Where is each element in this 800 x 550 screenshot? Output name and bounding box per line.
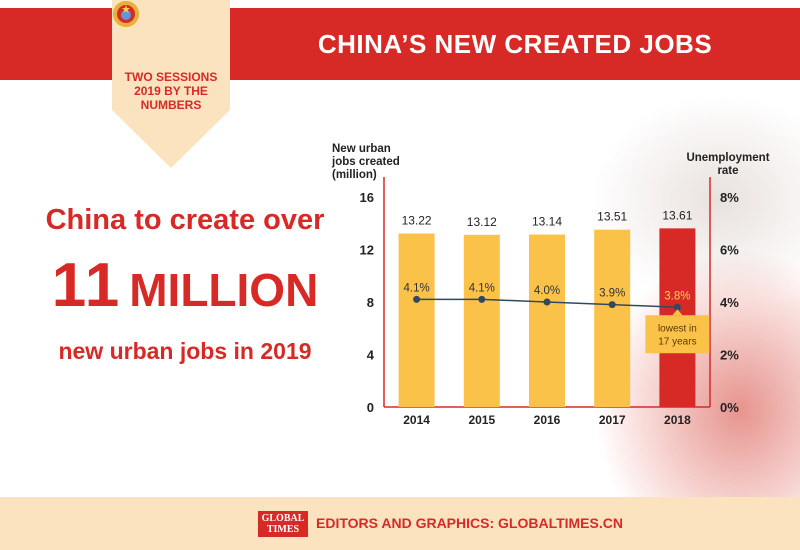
headline-line-1: China to create over xyxy=(45,204,325,236)
bar-2014 xyxy=(398,233,435,407)
two-sessions-badge: TWO SESSIONS 2019 BY THE NUMBERS xyxy=(112,0,230,168)
global-times-logo: GLOBAL TIMES xyxy=(258,511,308,537)
logo-line-1: GLOBAL xyxy=(261,513,305,524)
unemployment-point-2017 xyxy=(608,301,616,309)
badge-line-1: TWO SESSIONS xyxy=(124,70,218,84)
bar-value-label: 13.61 xyxy=(662,208,692,222)
bar-2017 xyxy=(594,229,631,407)
unemployment-point-2014 xyxy=(413,295,421,303)
unemployment-point-2016 xyxy=(543,298,551,306)
unemployment-value-label: 3.8% xyxy=(664,290,690,302)
headline-line-3: new urban jobs in 2019 xyxy=(58,338,312,364)
right-tick-label: 2% xyxy=(720,348,739,363)
unemployment-point-2015 xyxy=(478,295,486,303)
bar-value-label: 13.12 xyxy=(467,215,497,229)
left-tick-label: 12 xyxy=(360,243,374,258)
left-tick-label: 16 xyxy=(360,190,374,205)
badge-pennant-shape xyxy=(112,0,230,168)
bar-2015 xyxy=(463,234,500,407)
logo-line-2: TIMES xyxy=(266,524,300,535)
bar-value-label: 13.14 xyxy=(532,215,562,229)
right-tick-label: 4% xyxy=(720,295,739,310)
annotation-line-2: 17 years xyxy=(658,336,696,347)
left-tick-label: 8 xyxy=(367,295,374,310)
headline-number: 11 xyxy=(51,251,122,320)
unemployment-value-label: 4.1% xyxy=(469,282,495,294)
x-tick-label: 2017 xyxy=(599,413,626,427)
annotation-box xyxy=(645,315,710,354)
left-axis-label-line: jobs created xyxy=(331,156,400,168)
unemployment-value-label: 3.9% xyxy=(599,288,625,300)
right-axis-label-line: rate xyxy=(717,165,738,177)
left-axis-label-line: (million) xyxy=(332,169,377,181)
cppcc-emblem-icon xyxy=(113,1,139,27)
footer-bar xyxy=(0,497,800,550)
bar-value-label: 13.22 xyxy=(402,213,432,227)
bar-value-label: 13.51 xyxy=(597,210,627,224)
x-tick-label: 2018 xyxy=(664,413,691,427)
left-axis-label-line: New urban xyxy=(332,143,391,155)
x-tick-label: 2015 xyxy=(468,413,495,427)
badge-line-3: NUMBERS xyxy=(140,98,202,112)
unemployment-value-label: 4.0% xyxy=(534,285,560,297)
annotation-pointer xyxy=(672,309,683,316)
left-tick-label: 4 xyxy=(367,348,375,363)
badge-line-2: 2019 BY THE xyxy=(134,84,208,98)
right-tick-label: 8% xyxy=(720,190,739,205)
annotation-line-1: lowest in xyxy=(658,323,697,334)
badge-text: TWO SESSIONS 2019 BY THE NUMBERS xyxy=(112,70,230,112)
x-tick-label: 2014 xyxy=(403,413,430,427)
right-tick-label: 0% xyxy=(720,400,739,415)
unemployment-value-label: 4.1% xyxy=(403,282,429,294)
bar-2016 xyxy=(529,234,565,407)
footer-credit: EDITORS AND GRAPHICS: GLOBALTIMES.CN xyxy=(316,515,623,531)
unemployment-point-2018 xyxy=(673,303,681,311)
right-tick-label: 6% xyxy=(720,243,739,258)
x-tick-label: 2016 xyxy=(534,413,561,427)
headline-unit: MILLION xyxy=(129,264,319,316)
right-axis-label-line: Unemployment xyxy=(686,152,769,164)
page-title: CHINA’S NEW CREATED JOBS xyxy=(317,28,713,59)
left-tick-label: 0 xyxy=(367,400,374,415)
headline-big-figure: 11 MILLION xyxy=(0,250,370,321)
